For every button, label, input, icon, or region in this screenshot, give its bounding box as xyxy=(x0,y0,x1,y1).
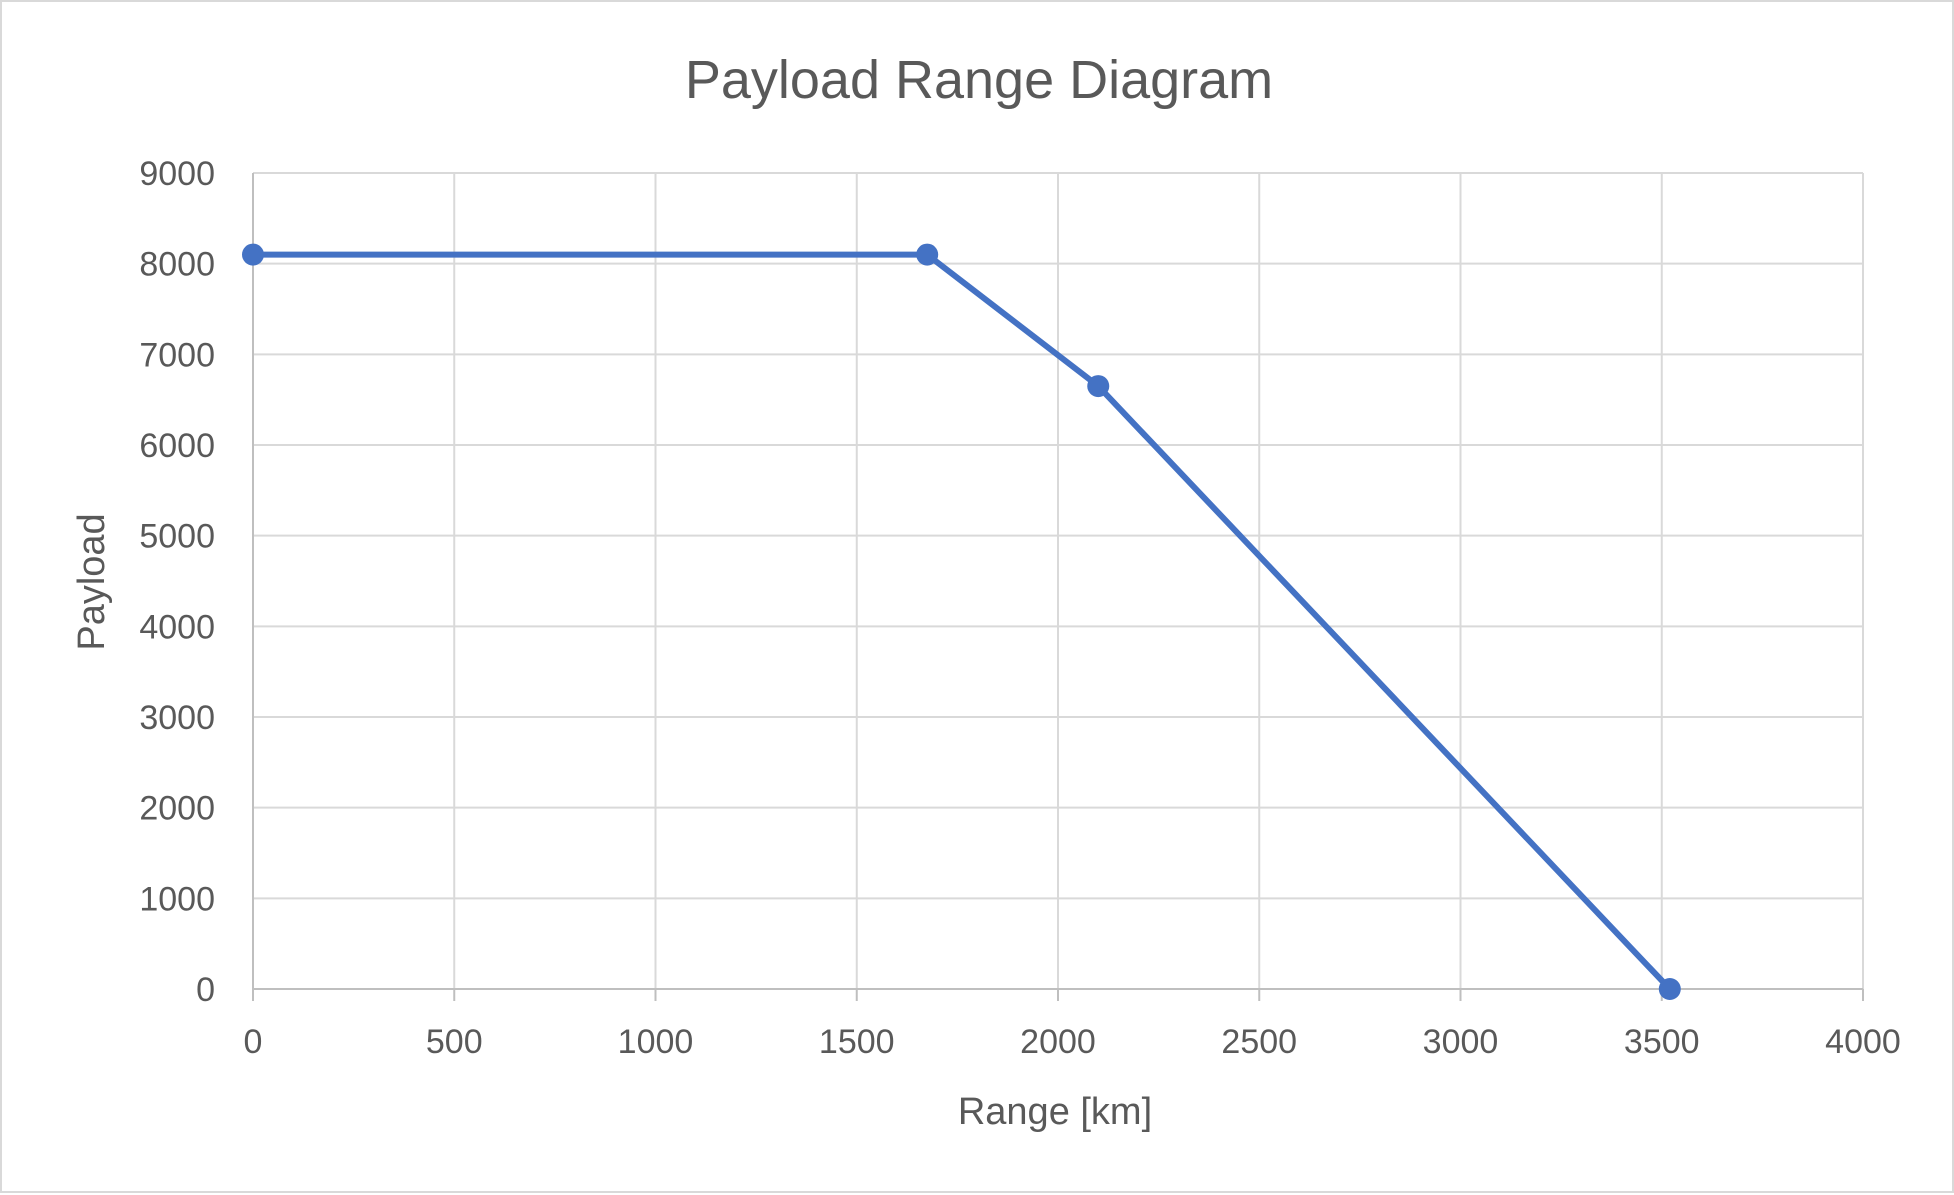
x-tick-label: 3500 xyxy=(1624,1023,1700,1061)
axis-layer: 0 1000 2000 3000 4000 5000 6000 7000 8000 9000 0 50… xyxy=(139,155,1900,1061)
y-tick-label: 3000 xyxy=(139,699,215,737)
data-point-marker xyxy=(916,243,939,266)
chart-title: Payload Range Diagram xyxy=(685,50,1273,110)
y-tick-label: 2000 xyxy=(139,790,215,828)
x-axis-title: Range [km] xyxy=(958,1091,1152,1133)
x-tick-label: 1000 xyxy=(618,1023,694,1061)
y-tick-label: 6000 xyxy=(139,427,215,465)
x-tick-label: 1500 xyxy=(819,1023,895,1061)
data-point-marker xyxy=(1658,978,1681,1000)
grid-layer xyxy=(253,172,1864,989)
x-tick-label: 4000 xyxy=(1825,1023,1901,1061)
x-tick-label: 2500 xyxy=(1221,1023,1297,1061)
y-axis-title: Payload xyxy=(71,513,113,650)
x-tick-label: 2000 xyxy=(1020,1023,1096,1061)
y-tick-label: 9000 xyxy=(139,155,215,193)
data-point-marker xyxy=(242,243,264,266)
y-tick-label: 5000 xyxy=(139,518,215,556)
series-layer xyxy=(242,243,1681,1000)
series-line xyxy=(250,251,1673,992)
y-tick-label: 8000 xyxy=(139,246,215,284)
x-tick-label: 0 xyxy=(244,1023,263,1061)
x-tick-label: 500 xyxy=(426,1023,483,1061)
y-tick-label: 4000 xyxy=(139,608,215,646)
y-tick-label: 1000 xyxy=(139,880,215,918)
data-point-marker xyxy=(1087,375,1110,398)
y-tick-label: 7000 xyxy=(139,336,215,374)
x-tick-label: 3000 xyxy=(1423,1023,1499,1061)
y-tick-label: 0 xyxy=(196,971,215,1009)
